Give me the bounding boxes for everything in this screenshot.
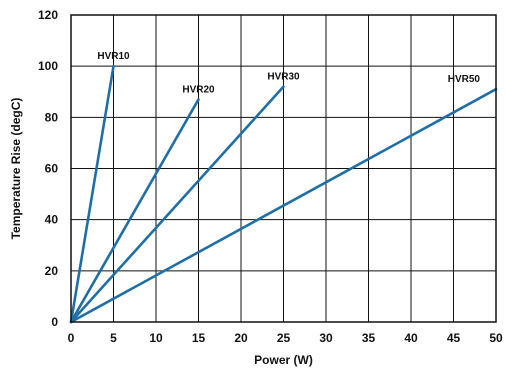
series-labels: HVR10 HVR20 HVR30 HVR50 — [97, 51, 480, 95]
y-tick-label: 100 — [38, 59, 58, 73]
x-tick-label: 15 — [192, 331, 206, 345]
y-axis-title: Temperature Rise (degC) — [9, 98, 23, 240]
x-tick-label: 5 — [110, 331, 117, 345]
series-line-hvr10 — [69, 64, 115, 324]
x-tick-label: 50 — [489, 331, 503, 345]
x-tick-label: 35 — [362, 331, 376, 345]
plot-frame — [70, 14, 497, 323]
series-line-hvr50 — [69, 87, 498, 324]
x-tick-label: 20 — [234, 331, 248, 345]
series-label-hvr50: HVR50 — [448, 74, 481, 85]
y-tick-label: 60 — [45, 162, 59, 176]
y-tick-labels: 0 20 40 60 80 100 120 — [38, 8, 58, 329]
grid — [70, 14, 497, 323]
series-line-hvr20 — [69, 98, 200, 324]
series-line-hvr30 — [69, 85, 285, 324]
x-tick-label: 10 — [149, 331, 163, 345]
series-label-hvr10: HVR10 — [97, 51, 130, 62]
x-tick-label: 30 — [319, 331, 333, 345]
y-tick-label: 20 — [45, 264, 59, 278]
x-axis-title: Power (W) — [254, 353, 313, 367]
series-lines — [69, 64, 498, 324]
x-tick-labels: 0 5 10 15 20 25 30 35 40 45 50 — [68, 331, 503, 345]
series-label-hvr30: HVR30 — [267, 72, 300, 83]
y-tick-label: 40 — [45, 213, 59, 227]
x-tick-label: 45 — [447, 331, 461, 345]
x-tick-label: 0 — [68, 331, 75, 345]
x-tick-label: 40 — [404, 331, 418, 345]
x-tick-label: 25 — [277, 331, 291, 345]
series-label-hvr20: HVR20 — [182, 84, 215, 95]
y-tick-label: 0 — [51, 315, 58, 329]
y-tick-label: 120 — [38, 8, 58, 22]
y-tick-label: 80 — [45, 110, 59, 124]
